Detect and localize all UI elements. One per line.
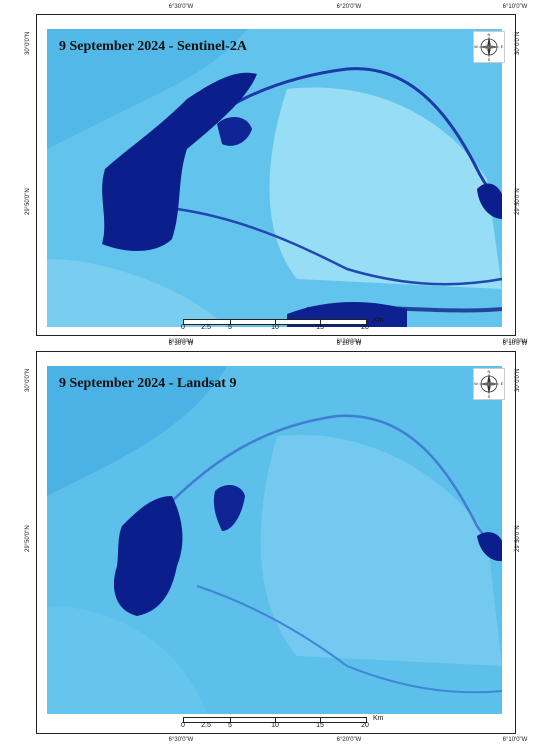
compass-w: W	[474, 381, 478, 386]
scale-tick: 0	[181, 324, 185, 331]
scale-tick: 10	[271, 722, 279, 729]
scale-tick: 15	[316, 722, 324, 729]
north-arrow: N S E W	[473, 368, 505, 400]
lat-label-right: 30°0'0"N	[515, 31, 521, 55]
scale-bar: 0 2.5 5 10 15 20 Km	[181, 317, 384, 333]
lat-label-left: 29°50'0"N	[25, 188, 31, 215]
compass-e: E	[501, 44, 504, 49]
scale-tick: 15	[316, 324, 324, 331]
compass-n: N	[488, 32, 491, 37]
compass-s: S	[488, 394, 491, 399]
lon-label-top: 6°10'0"W	[502, 4, 528, 10]
scale-tick: 5	[228, 722, 232, 729]
north-arrow: N S E W	[473, 31, 505, 63]
scale-tick: 10	[271, 324, 279, 331]
compass-e: E	[501, 381, 504, 386]
lon-label-bottom: 6°30'0"W	[168, 339, 194, 345]
lon-label-top: 6°30'0"W	[168, 341, 194, 347]
lon-label-top: 6°20'0"W	[336, 341, 362, 347]
compass-n: N	[488, 369, 491, 374]
lon-label-top: 6°30'0"W	[168, 4, 194, 10]
map-title: 9 September 2024 - Landsat 9	[59, 376, 237, 391]
compass-w: W	[474, 44, 478, 49]
compass-s: S	[488, 57, 491, 62]
lon-label-top: 6°20'0"W	[336, 4, 362, 10]
lon-label-bottom: 6°20'0"W	[336, 339, 362, 345]
scale-unit: Km	[373, 715, 384, 722]
scale-tick: 2.5	[201, 324, 211, 331]
lon-label-bottom: 6°20'0"W	[336, 737, 362, 743]
lat-label-left: 29°50'0"N	[25, 525, 31, 552]
lat-label-left: 30°0'0"N	[25, 31, 31, 55]
satellite-image-sentinel	[47, 29, 502, 327]
scale-tick: 0	[181, 722, 185, 729]
scale-tick: 20	[361, 324, 369, 331]
map-panel-sentinel: 6°30'0"W 6°20'0"W 6°10'0"W 6°30'0"W 6°20…	[25, 4, 527, 345]
scale-tick: 2.5	[201, 722, 211, 729]
scale-unit: Km	[373, 317, 384, 324]
scale-bar: 0 2.5 5 10 15 20 Km	[181, 715, 384, 731]
map-title: 9 September 2024 - Sentinel-2A	[59, 39, 247, 54]
lat-label-left: 30°0'0"N	[25, 368, 31, 392]
lat-label-right: 29°50'0"N	[515, 525, 521, 552]
satellite-image-landsat	[47, 366, 502, 714]
lon-label-top: 6°10'0"W	[502, 341, 528, 347]
lon-label-bottom: 6°10'0"W	[502, 737, 528, 743]
lon-label-bottom: 6°10'0"W	[502, 339, 528, 345]
lat-label-right: 29°50'0"N	[515, 188, 521, 215]
lon-label-bottom: 6°30'0"W	[168, 737, 194, 743]
scale-tick: 20	[361, 722, 369, 729]
scale-tick: 5	[228, 324, 232, 331]
map-panel-landsat: 6°30'0"W 6°20'0"W 6°10'0"W 6°30'0"W 6°20…	[25, 341, 527, 743]
lat-label-right: 30°0'0"N	[515, 368, 521, 392]
